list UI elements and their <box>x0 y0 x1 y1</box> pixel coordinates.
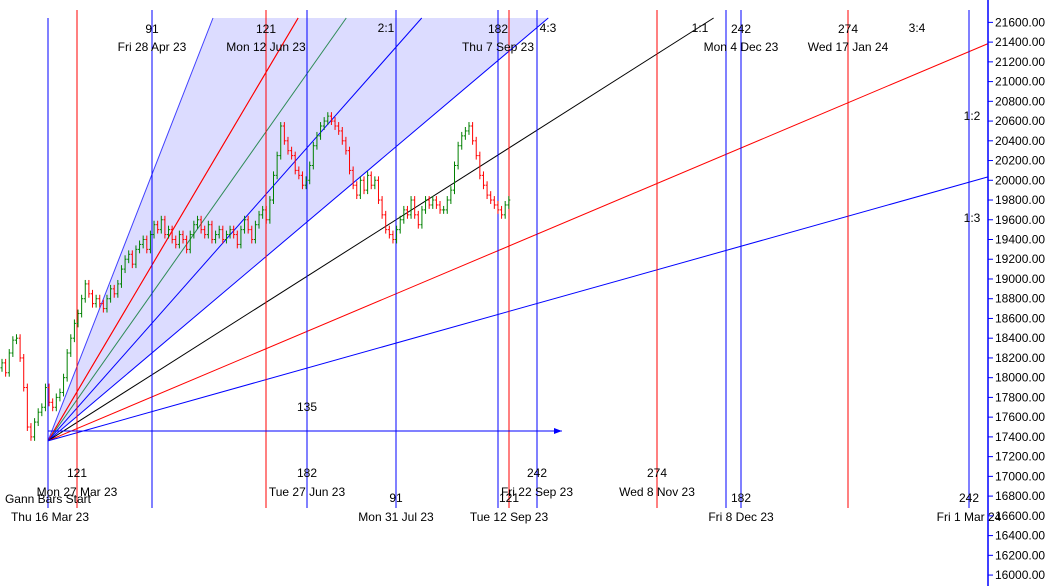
time-date-label: Wed 17 Jan 24 <box>808 40 889 54</box>
price-tick-label: 18800.00 <box>995 292 1045 306</box>
time-count-label: 242 <box>527 466 547 480</box>
time-date-label: Fri 28 Apr 23 <box>118 40 187 54</box>
price-tick-label: 16800.00 <box>995 489 1045 503</box>
time-date-label: Mon 12 Jun 23 <box>226 40 306 54</box>
fan-label-1-1: 1:1 <box>692 21 709 35</box>
time-count-label: 242 <box>959 491 979 505</box>
arrow-count-label: 135 <box>297 400 317 414</box>
fan-line-4-3 <box>47 17 423 442</box>
fan-line-1-3 <box>47 176 989 442</box>
time-date-label: Wed 8 Nov 23 <box>619 485 695 499</box>
price-tick-label: 20200.00 <box>995 154 1045 168</box>
price-tick-label: 18000.00 <box>995 371 1045 385</box>
fan-label-1-2: 1:2 <box>964 109 981 123</box>
price-tick-label: 21400.00 <box>995 35 1045 49</box>
time-date-label: Tue 12 Sep 23 <box>470 510 549 524</box>
price-tick-label: 20800.00 <box>995 94 1045 108</box>
horizontal-arrow <box>48 427 562 434</box>
price-tick-label: 19000.00 <box>995 272 1045 286</box>
price-tick-label: 17000.00 <box>995 469 1045 483</box>
price-tick-label: 21000.00 <box>995 75 1045 89</box>
price-tick-label: 21200.00 <box>995 55 1045 69</box>
fan-line-1-1 <box>47 17 549 442</box>
time-date-label: Mon 27 Mar 23 <box>37 485 118 499</box>
price-tick-label: 18400.00 <box>995 331 1045 345</box>
fan-label-4-3: 4:3 <box>540 21 557 35</box>
price-tick-label: 16600.00 <box>995 509 1045 523</box>
chart-labels: 135 2:1 4:3 1:1 3:4 1:2 1:3 91 Fri 28 Apr 23 121 M… <box>5 21 1002 524</box>
fan-label-1-3: 1:3 <box>964 211 981 225</box>
arrow-head <box>554 427 562 434</box>
price-tick-label: 21600.00 <box>995 15 1045 29</box>
time-date-label: Fri 8 Dec 23 <box>708 510 774 524</box>
time-cycle-lines <box>47 10 970 508</box>
time-date-label: Mon 4 Dec 23 <box>704 40 779 54</box>
price-tick-label: 20400.00 <box>995 134 1045 148</box>
time-count-label: 242 <box>731 22 751 36</box>
time-count-label: 91 <box>389 491 403 505</box>
fan-label-2-1: 2:1 <box>378 21 395 35</box>
time-count-label: 274 <box>838 22 858 36</box>
price-tick-label: 17400.00 <box>995 430 1045 444</box>
price-tick-label: 16200.00 <box>995 548 1045 562</box>
fan-line-green <box>47 17 347 442</box>
time-count-label: 182 <box>731 491 751 505</box>
gann-start-date-label: Thu 16 Mar 23 <box>11 510 89 524</box>
gann-start-label: Gann Bars Start <box>5 492 92 506</box>
fan-line-2-1 <box>47 17 299 442</box>
price-tick-label: 18600.00 <box>995 311 1045 325</box>
fan-line-1-2 <box>47 43 989 442</box>
time-count-label: 91 <box>145 22 159 36</box>
price-tick-label: 16000.00 <box>995 568 1045 582</box>
fan-label-3-4: 3:4 <box>909 21 926 35</box>
gann-fan-lines <box>47 17 989 442</box>
price-tick-label: 20000.00 <box>995 173 1045 187</box>
price-bars <box>0 112 511 441</box>
time-date-label: Tue 27 Jun 23 <box>269 485 346 499</box>
time-count-label: 121 <box>499 491 519 505</box>
price-tick-label: 18200.00 <box>995 351 1045 365</box>
price-tick-label: 19200.00 <box>995 252 1045 266</box>
price-tick-label: 17200.00 <box>995 450 1045 464</box>
price-tick-label: 19400.00 <box>995 232 1045 246</box>
fan-line-3-4 <box>47 17 714 442</box>
time-count-label: 182 <box>297 466 317 480</box>
time-date-label: Fri 1 Mar 24 <box>937 510 1002 524</box>
price-tick-label: 17600.00 <box>995 410 1045 424</box>
price-tick-label: 16400.00 <box>995 529 1045 543</box>
time-date-label: Mon 31 Jul 23 <box>358 510 434 524</box>
time-date-label: Thu 7 Sep 23 <box>462 40 534 54</box>
time-date-label: Fri 22 Sep 23 <box>501 485 573 499</box>
price-tick-label: 20600.00 <box>995 114 1045 128</box>
price-tick-label: 19800.00 <box>995 193 1045 207</box>
price-axis: 21600.00 21400.00 21200.00 21000.00 20800.00… <box>987 0 1045 586</box>
price-tick-label: 17800.00 <box>995 390 1045 404</box>
time-count-label: 121 <box>67 466 87 480</box>
time-count-label: 182 <box>488 22 508 36</box>
fan-line-steep-blue <box>47 17 214 442</box>
time-count-label: 121 <box>256 22 276 36</box>
price-tick-label: 19600.00 <box>995 213 1045 227</box>
time-count-label: 274 <box>647 466 667 480</box>
